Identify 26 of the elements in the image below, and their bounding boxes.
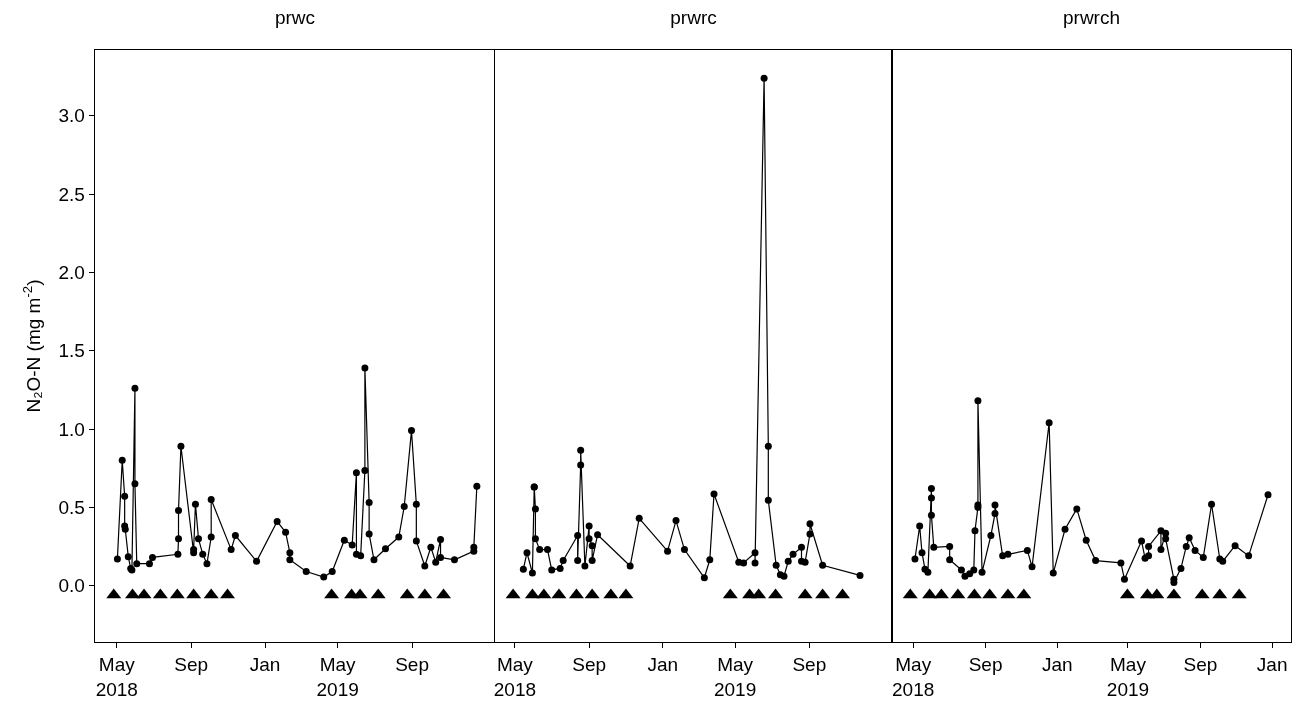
y-tick-label: 1.5 [58, 340, 85, 362]
x-tick-label: May 2019 [316, 654, 359, 700]
x-tick-label: Sep [395, 654, 430, 676]
x-tick-label: May 2018 [493, 654, 537, 700]
y-tick-label: 0.0 [58, 575, 85, 597]
x-tick-label: Jan [249, 654, 281, 676]
chart-title: prwrch [1062, 7, 1121, 29]
x-tick-label: Sep [968, 654, 1003, 676]
chart-title: prwc [274, 7, 316, 29]
x-tick-label: Jan [1042, 654, 1073, 676]
x-tick-label: May 2018 [892, 654, 935, 700]
x-tick-label: Jan [1256, 654, 1288, 676]
x-tick-label: May 2019 [713, 654, 757, 700]
y-tick-label: 0.5 [58, 496, 85, 518]
y-tick-label: 2.5 [58, 183, 85, 205]
y-tick-label: 2.0 [58, 262, 85, 284]
x-tick-label: Sep [1183, 654, 1218, 676]
x-tick-label: Sep [572, 654, 607, 676]
x-tick-label: Sep [792, 654, 827, 676]
x-tick-label: Sep [174, 654, 209, 676]
chart-title: prwrc [670, 7, 717, 29]
y-tick-label: 1.0 [58, 418, 85, 440]
x-tick-label: May 2019 [1106, 654, 1150, 700]
x-tick-label: Jan [647, 654, 679, 676]
x-tick-label: May 2018 [95, 654, 138, 700]
y-tick-label: 3.0 [58, 105, 85, 127]
